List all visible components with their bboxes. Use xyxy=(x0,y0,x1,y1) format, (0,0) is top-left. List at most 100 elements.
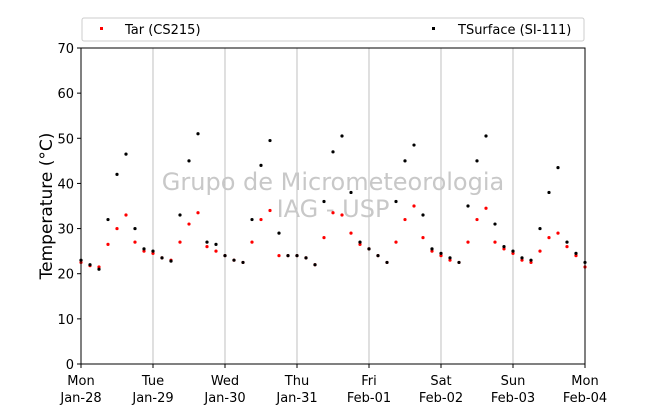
y-tick-label: 70 xyxy=(57,42,74,57)
data-point xyxy=(277,254,281,258)
data-point xyxy=(160,256,164,260)
data-point xyxy=(484,134,488,138)
data-point xyxy=(358,242,362,246)
data-point xyxy=(520,258,524,262)
x-tick-label-date: Feb-01 xyxy=(347,391,391,406)
data-point xyxy=(295,254,299,258)
data-point xyxy=(394,199,398,204)
data-point xyxy=(331,150,335,154)
data-point xyxy=(457,260,461,265)
x-tick-label-weekday: Wed xyxy=(211,374,239,389)
data-point xyxy=(214,242,218,246)
data-point xyxy=(223,254,227,258)
x-tick-label-weekday: Mon xyxy=(571,374,598,389)
data-point xyxy=(385,260,389,265)
data-point xyxy=(475,159,479,163)
data-point xyxy=(250,240,254,244)
data-point xyxy=(403,217,407,222)
data-point xyxy=(394,240,398,244)
data-point xyxy=(520,256,524,260)
y-tick-label: 60 xyxy=(57,87,74,102)
data-point xyxy=(250,217,254,222)
data-point xyxy=(547,190,551,195)
plot-frame xyxy=(80,47,586,365)
data-point xyxy=(493,222,497,226)
data-point xyxy=(268,208,272,213)
data-point xyxy=(529,260,533,265)
data-point xyxy=(196,211,200,215)
y-tick-label: 0 xyxy=(66,358,74,373)
data-point xyxy=(493,240,497,244)
data-point xyxy=(124,152,128,156)
data-point xyxy=(88,263,92,267)
data-point xyxy=(574,254,578,258)
data-point xyxy=(475,217,479,222)
data-point xyxy=(403,159,407,163)
data-point xyxy=(313,263,317,267)
legend-box xyxy=(81,17,585,42)
data-point xyxy=(322,199,326,204)
x-tick-label-weekday: Mon xyxy=(67,374,94,389)
x-tick-label-date: Jan-28 xyxy=(59,391,101,406)
data-point xyxy=(349,231,353,235)
y-tick-label: 50 xyxy=(57,132,74,147)
data-point xyxy=(187,222,191,226)
x-tick-label-weekday: Thu xyxy=(284,374,309,389)
data-point xyxy=(259,217,263,222)
data-point xyxy=(502,247,506,251)
data-point xyxy=(133,226,137,231)
legend: Tar (CS215) TSurface (SI-111) xyxy=(81,17,585,42)
data-point xyxy=(304,256,308,260)
data-point xyxy=(574,251,578,255)
watermark-line-1: Grupo de Micrometeorologia xyxy=(162,168,504,196)
y-axis: 0 10 20 30 40 50 60 70 xyxy=(57,42,81,373)
data-point xyxy=(115,172,119,176)
data-point xyxy=(340,213,344,217)
data-point xyxy=(412,204,416,208)
x-tick-label-date: Jan-29 xyxy=(131,391,173,406)
watermark-line-2: IAG - USP xyxy=(277,195,390,223)
x-tick-label-date: Feb-02 xyxy=(419,391,463,406)
legend-marker-tar xyxy=(100,27,103,30)
data-point xyxy=(484,206,488,210)
y-tick-label: 30 xyxy=(57,223,74,238)
data-point xyxy=(340,134,344,138)
series-tsurface xyxy=(79,132,587,271)
data-point xyxy=(358,240,362,244)
data-point xyxy=(322,236,326,240)
data-point xyxy=(529,258,533,262)
x-tick-label-date: Feb-03 xyxy=(491,391,535,406)
legend-label-tsurface: TSurface (SI-111) xyxy=(457,23,571,38)
data-point xyxy=(556,231,560,235)
data-point xyxy=(187,159,191,163)
data-point xyxy=(241,260,245,265)
data-point xyxy=(232,258,236,262)
data-point xyxy=(421,236,425,240)
legend-label-tar: Tar (CS215) xyxy=(124,23,201,38)
data-point xyxy=(367,247,371,251)
data-point xyxy=(376,254,380,258)
data-point xyxy=(421,213,425,217)
data-point xyxy=(565,245,569,249)
x-tick-label-date: Jan-30 xyxy=(203,391,245,406)
data-point xyxy=(556,166,560,170)
data-point xyxy=(466,240,470,244)
data-point xyxy=(151,249,155,253)
data-point xyxy=(97,267,101,271)
x-tick-label-date: Jan-31 xyxy=(275,391,317,406)
data-point xyxy=(277,231,281,235)
y-axis-label: Temperature (°C) xyxy=(37,133,57,281)
x-axis: Mon Jan-28 Tue Jan-29 Wed Jan-30 Thu Jan-31 Fri F… xyxy=(59,364,607,406)
x-tick-label-date: Feb-04 xyxy=(563,391,607,406)
data-point xyxy=(169,259,173,263)
data-point xyxy=(151,251,155,255)
data-point xyxy=(565,240,569,244)
data-point xyxy=(466,204,470,208)
data-point xyxy=(430,247,434,251)
data-point xyxy=(430,249,434,253)
data-point xyxy=(538,226,542,231)
data-point xyxy=(124,213,128,217)
data-point xyxy=(142,249,146,253)
data-point xyxy=(133,240,137,244)
